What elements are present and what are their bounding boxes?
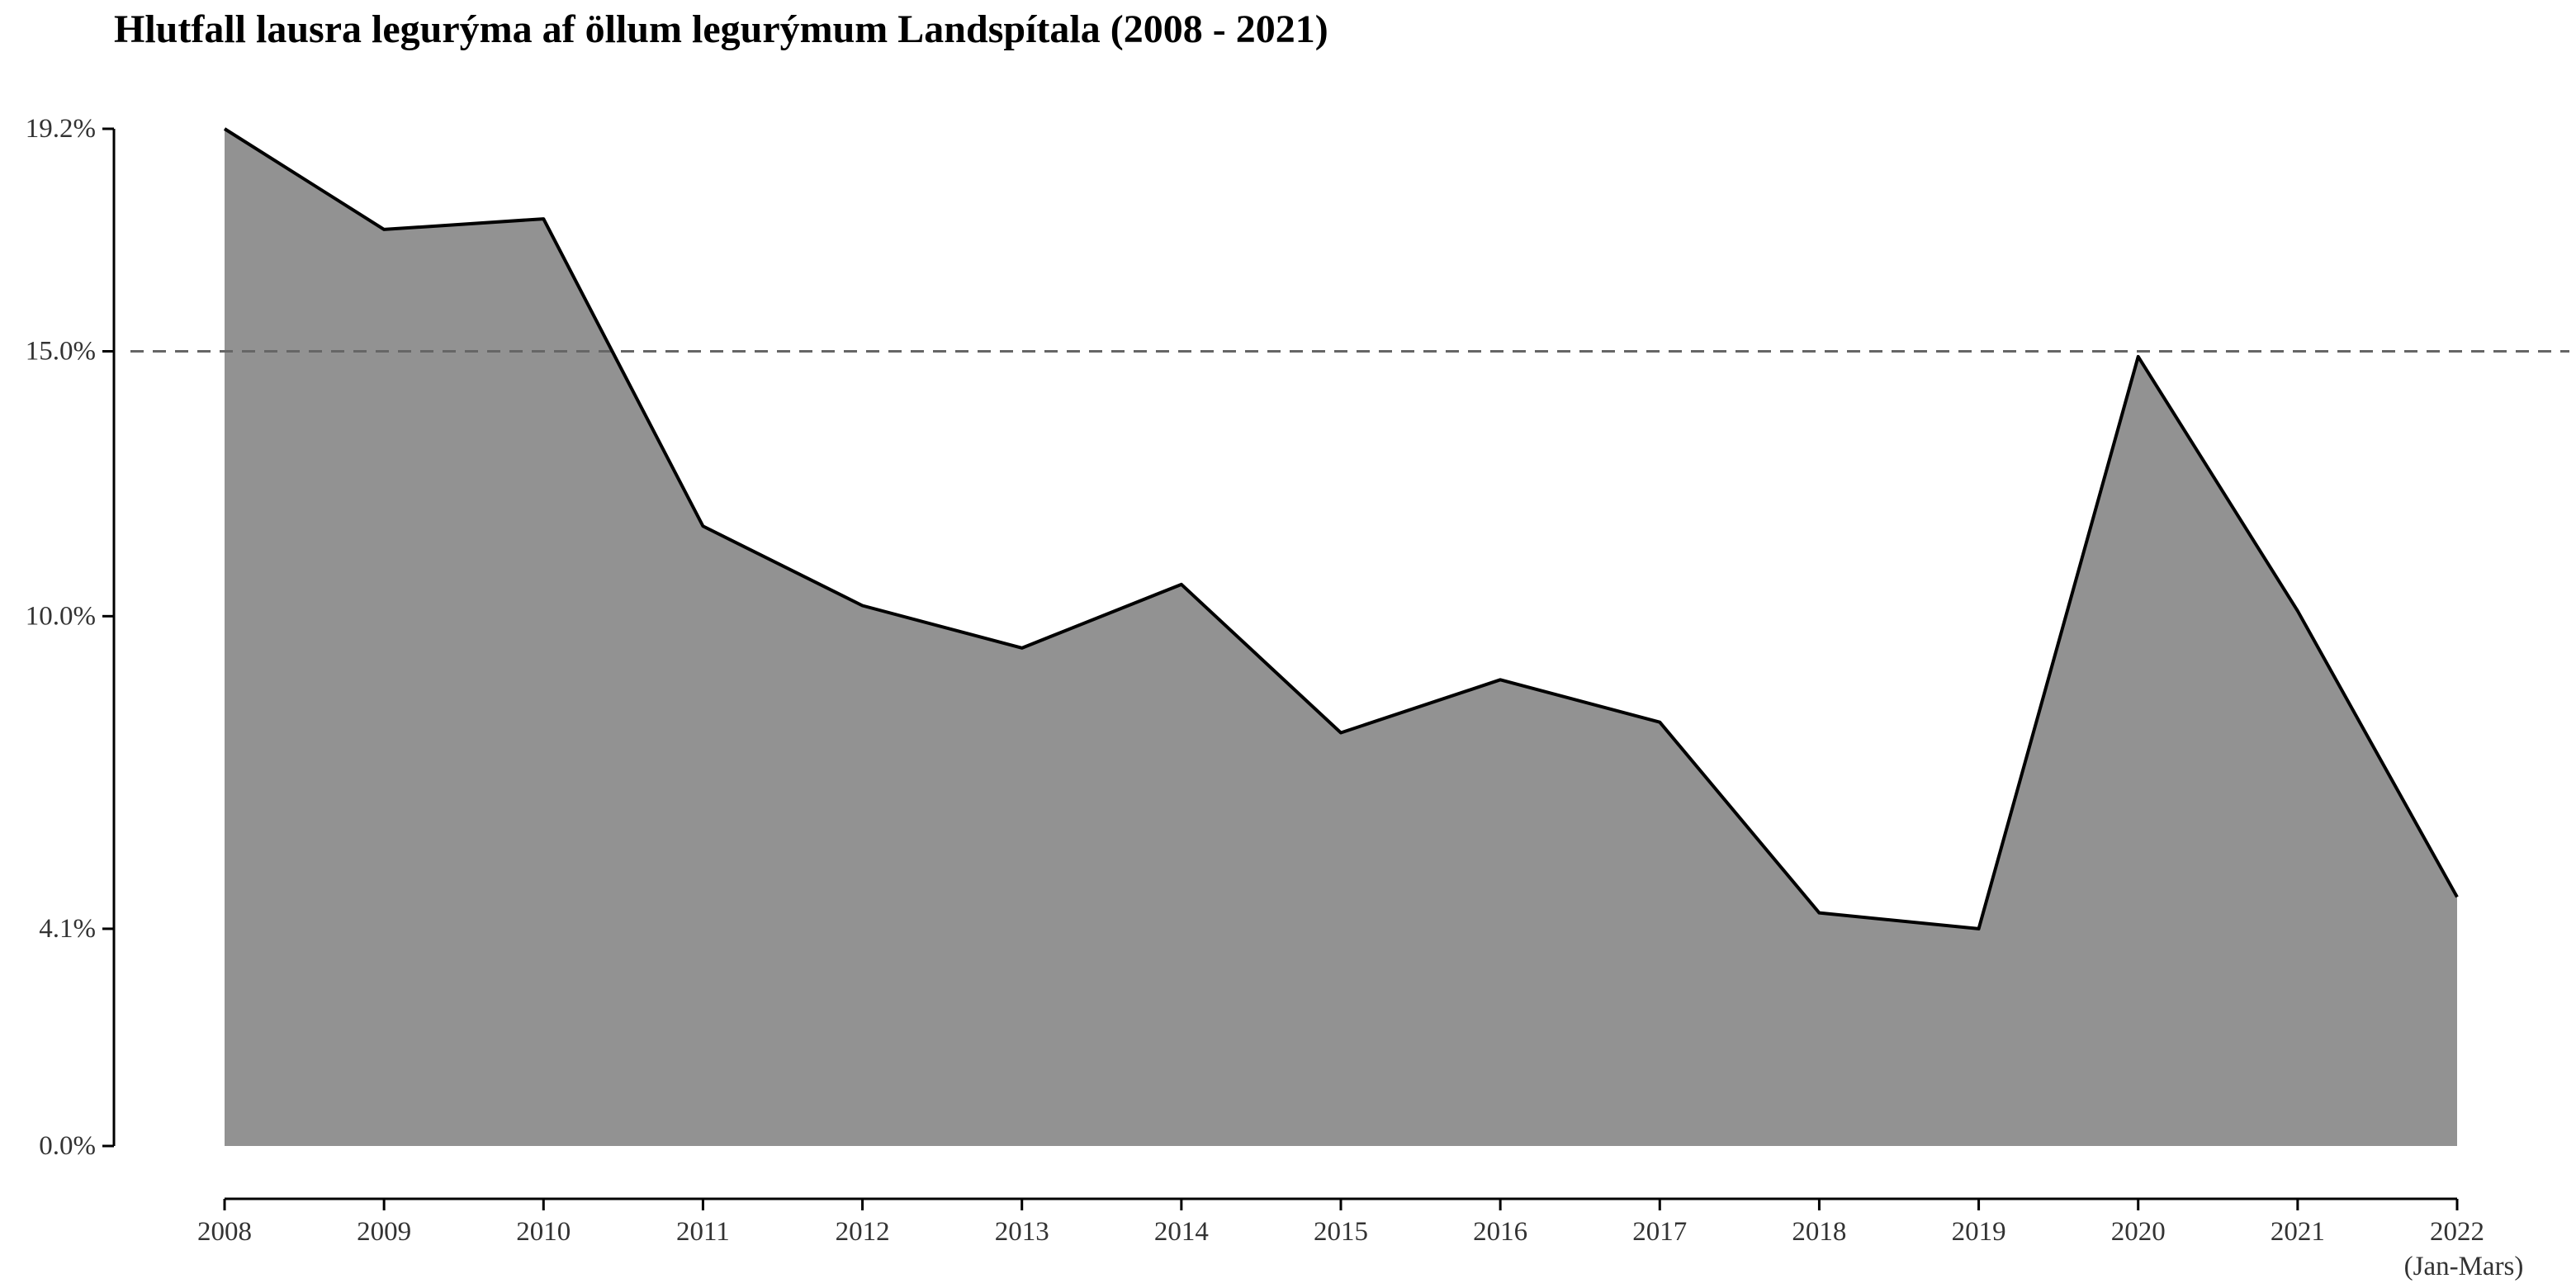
y-axis: 0.0% 4.1% 10.0% 15.0% 19.2% <box>26 114 116 1161</box>
x-tick-label: 2010 <box>516 1217 571 1247</box>
x-axis: 2008 2009 2010 2011 2012 2013 2014 2015 2016 2017… <box>197 1197 2524 1281</box>
chart-title: Hlutfall lausra legurýma af öllum legurý… <box>114 7 1328 51</box>
x-tick-label: 2013 <box>995 1217 1049 1247</box>
y-tick-label: 19.2% <box>26 114 96 144</box>
x-tick-label: 2015 <box>1314 1217 1368 1247</box>
y-tick-label: 4.1% <box>39 914 96 944</box>
area-fill <box>225 129 2457 1146</box>
x-tick-label: 2021 <box>2271 1217 2325 1247</box>
series-line-layer <box>223 127 2459 930</box>
x-tick-label: 2012 <box>836 1217 890 1247</box>
y-tick-label: 0.0% <box>39 1131 96 1161</box>
x-tick-label: 2020 <box>2111 1217 2166 1247</box>
x-tick-label: 2017 <box>1632 1217 1687 1247</box>
x-tick-label: 2009 <box>357 1217 411 1247</box>
series-line <box>223 127 2459 930</box>
x-tick-label: 2018 <box>1792 1217 1846 1247</box>
x-tick-label: 2008 <box>197 1217 252 1247</box>
y-tick-label: 15.0% <box>26 337 96 367</box>
x-tick-sublabel: (Jan-Mars) <box>2404 1252 2524 1281</box>
x-tick-label: 2011 <box>676 1217 730 1247</box>
x-tick-label: 2014 <box>1154 1217 1209 1247</box>
x-tick-label: 2019 <box>1952 1217 2006 1247</box>
area-layer <box>225 129 2457 1146</box>
x-tick-label: 2016 <box>1473 1217 1527 1247</box>
y-tick-label: 10.0% <box>26 601 96 631</box>
x-tick-label: 2022 <box>2430 1217 2484 1247</box>
